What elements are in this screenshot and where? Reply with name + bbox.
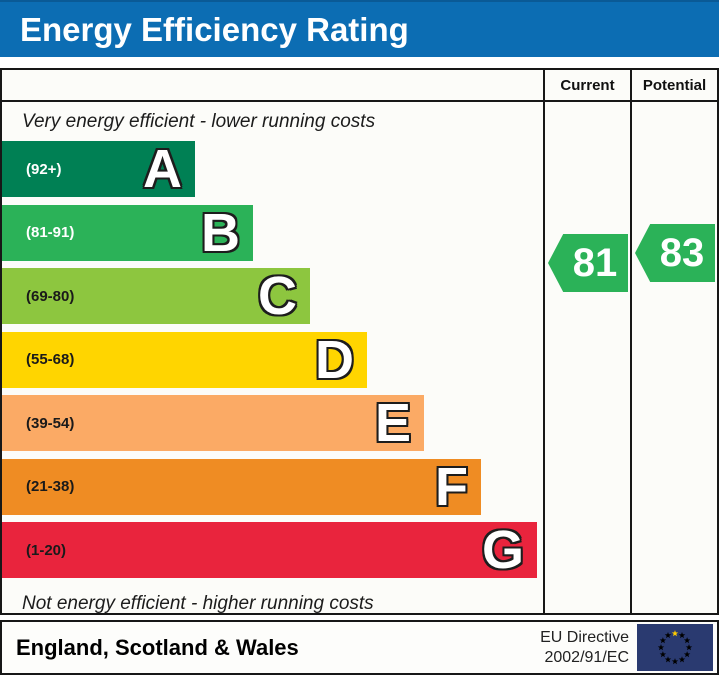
bottom-note: Not energy efficient - higher running co… <box>22 592 374 614</box>
column-header-current: Current <box>543 70 630 102</box>
band-letter: F <box>435 456 468 517</box>
band-letter: G <box>481 520 524 580</box>
band-range-label: (81-91) <box>26 224 75 241</box>
band-row-f: (21-38) F <box>2 456 481 517</box>
eu-flag-icon <box>637 624 713 671</box>
epc-chart: Current Potential Very energy efficient … <box>0 68 719 615</box>
current-rating-arrow: 81 <box>548 234 628 292</box>
footer-bar: England, Scotland & Wales EU Directive 2… <box>0 620 719 675</box>
band-letter: E <box>374 393 411 453</box>
page-title: Energy Efficiency Rating <box>20 10 409 48</box>
current-column: 81 <box>543 102 630 615</box>
eu-directive-label: EU Directive 2002/91/EC <box>540 628 629 668</box>
band-letter: D <box>315 329 354 390</box>
column-header-potential: Potential <box>630 70 717 102</box>
band-range-label: (69-80) <box>26 287 75 305</box>
band-range-label: (92+) <box>26 160 62 178</box>
region-label: England, Scotland & Wales <box>16 634 299 660</box>
title-bar: Energy Efficiency Rating <box>0 0 719 57</box>
header-spacer <box>2 70 543 102</box>
eu-directive-line1: EU Directive <box>540 628 629 646</box>
band-row-b: (81-91) B <box>2 202 253 263</box>
band-letter: C <box>258 266 297 326</box>
band-row-c: (69-80) C <box>2 268 310 324</box>
bands-area: Very energy efficient - lower running co… <box>2 102 543 615</box>
band-row-g: (1-20) G <box>2 522 537 578</box>
current-rating-value: 81 <box>572 240 618 285</box>
top-note: Very energy efficient - lower running co… <box>22 111 376 132</box>
band-letter: B <box>201 202 240 263</box>
band-letter: A <box>143 139 182 199</box>
band-range-label: (1-20) <box>26 541 67 559</box>
potential-column: 83 <box>630 102 717 615</box>
eu-directive-line2: 2002/91/EC <box>544 648 629 666</box>
band-row-e: (39-54) E <box>2 395 424 451</box>
band-range-label: (39-54) <box>26 414 75 432</box>
potential-rating-arrow: 83 <box>635 224 715 282</box>
potential-rating-value: 83 <box>659 230 705 275</box>
band-range-label: (21-38) <box>26 478 75 495</box>
band-row-d: (55-68) D <box>2 329 367 390</box>
band-range-label: (55-68) <box>26 351 75 368</box>
band-row-a: (92+) A <box>2 141 195 197</box>
